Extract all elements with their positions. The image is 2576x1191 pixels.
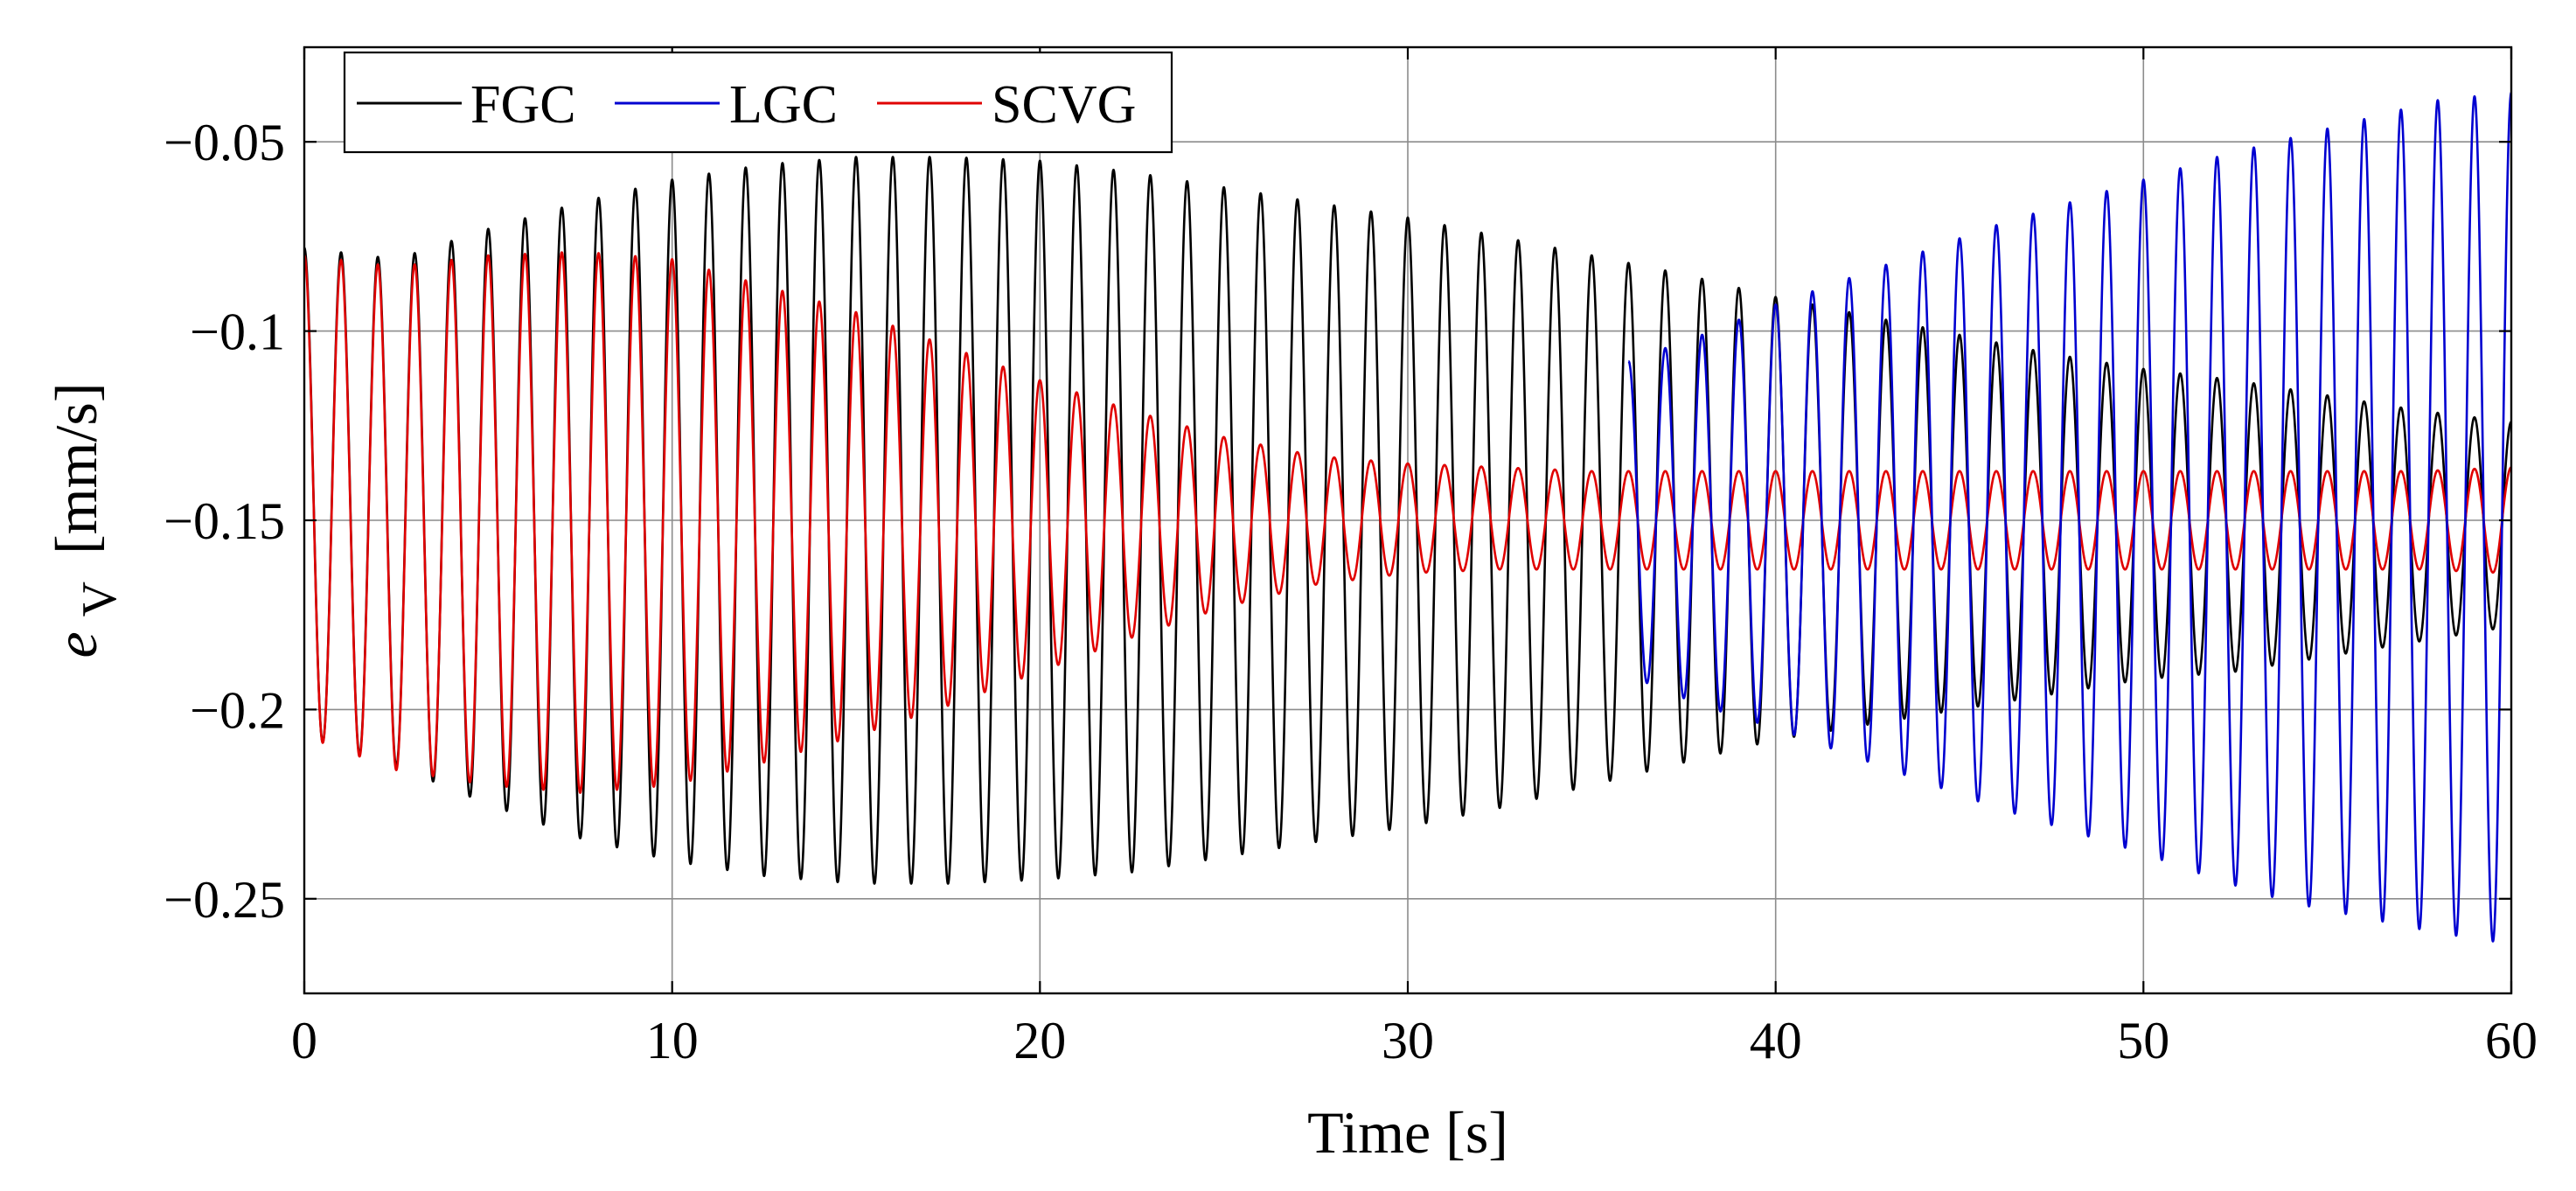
x-tick-label: 0 [291, 1012, 317, 1069]
legend-label-lgc: LGC [729, 75, 838, 135]
y-tick-label: −0.05 [164, 114, 285, 171]
y-tick-label: −0.25 [164, 871, 285, 929]
x-tick-label: 10 [646, 1012, 699, 1069]
y-axis-subscript: V [73, 582, 127, 616]
y-axis-unit: [mm/s] [43, 382, 109, 554]
series-line-scvg [304, 251, 2511, 794]
svg-text:e V [mm/s]: e V [mm/s] [43, 382, 129, 658]
x-tick-label: 50 [2117, 1012, 2169, 1069]
legend-label-scvg: SCVG [992, 75, 1136, 135]
legend-box [343, 51, 1173, 154]
legend: FGC LGC SCVG [343, 51, 1173, 154]
x-tick-label: 30 [1382, 1012, 1434, 1069]
y-tick-label: −0.15 [164, 492, 285, 550]
x-tick-label: 20 [1013, 1012, 1066, 1069]
x-tick-label: 40 [1750, 1012, 1802, 1069]
x-tick-label: 60 [2485, 1012, 2538, 1069]
gridlines [304, 47, 2511, 993]
y-axis-symbol: e [43, 631, 109, 658]
y-tick-label: −0.1 [190, 303, 285, 361]
y-axis-label: e V [mm/s] [43, 382, 129, 658]
ticks: 0 10 20 30 40 50 60 −0.25 −0.2 −0.15 −0.1 −0.05 [164, 47, 2538, 1069]
legend-label-fgc: FGC [470, 75, 576, 135]
series-line-fgc [304, 156, 2511, 885]
series-group [304, 91, 2511, 943]
y-tick-label: −0.2 [190, 681, 285, 739]
series-line-lgc [1627, 91, 2511, 943]
x-axis-label: Time [s] [1307, 1099, 1508, 1166]
